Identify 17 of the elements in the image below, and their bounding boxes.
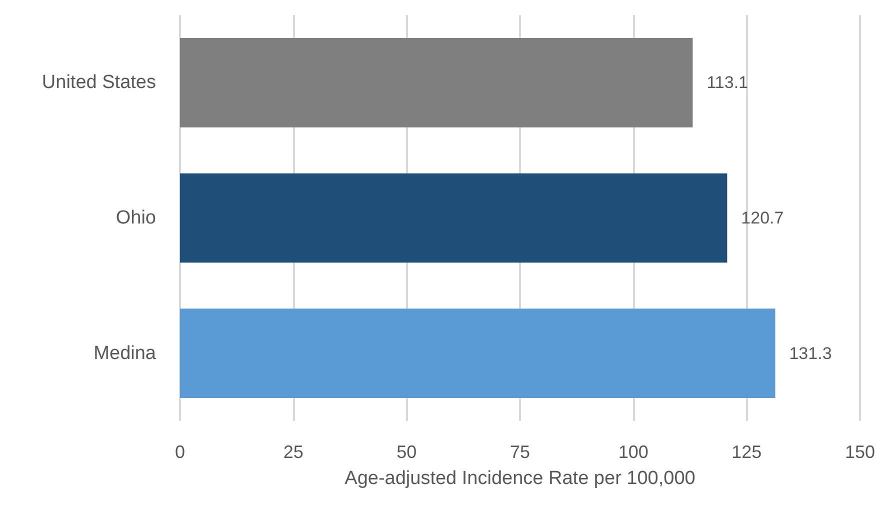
x-tick-label: 75 (510, 442, 530, 462)
data-label: 131.3 (789, 344, 832, 363)
y-tick-label: Medina (94, 342, 156, 364)
x-tick-label: 50 (396, 442, 417, 462)
x-tick-label: 0 (174, 442, 186, 462)
bar (180, 38, 693, 128)
bar (180, 308, 776, 398)
x-tick-label: 100 (618, 442, 648, 462)
x-tick-label: 125 (732, 442, 762, 462)
data-label: 113.1 (706, 73, 748, 92)
y-tick-label: Ohio (116, 208, 156, 228)
x-tick-label: 25 (283, 442, 304, 462)
x-axis-title: Age-adjusted Incidence Rate per 100,000 (344, 468, 696, 489)
y-tick-label: United States (42, 72, 156, 94)
data-label: 120.7 (741, 208, 784, 228)
x-tick-label: 150 (844, 442, 876, 462)
bar (180, 173, 728, 263)
